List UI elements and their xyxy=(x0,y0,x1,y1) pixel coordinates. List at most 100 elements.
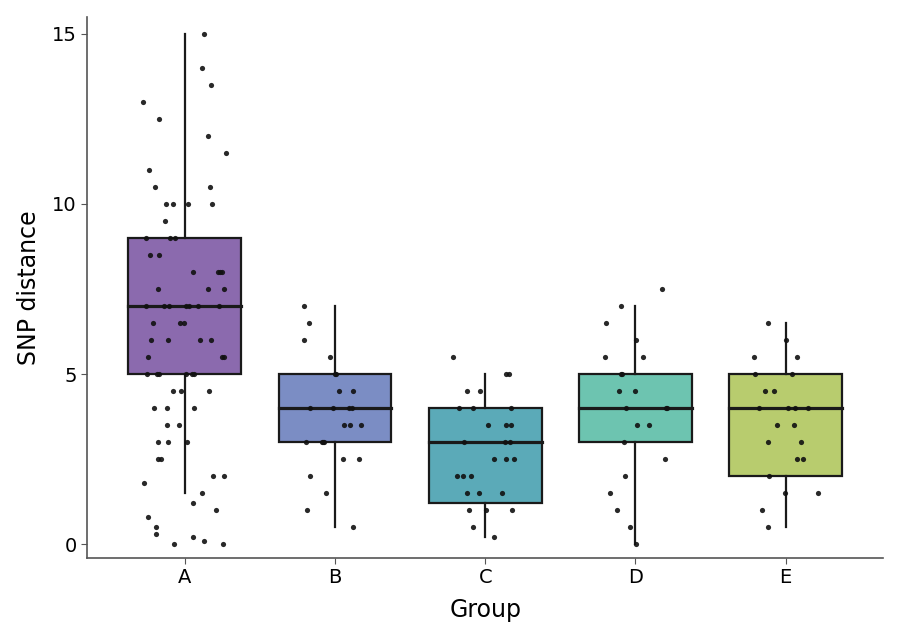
Point xyxy=(151,454,166,464)
Point xyxy=(796,454,810,464)
Point xyxy=(205,471,220,481)
Point xyxy=(152,114,166,124)
Point xyxy=(507,454,521,464)
Point xyxy=(336,454,350,464)
Point xyxy=(660,403,674,413)
Point xyxy=(143,250,157,260)
Point xyxy=(202,386,216,396)
Point xyxy=(504,403,518,413)
Point xyxy=(191,301,205,311)
Point xyxy=(781,403,796,413)
Point xyxy=(186,498,201,509)
Bar xyxy=(429,408,542,504)
Point xyxy=(346,522,360,532)
Point xyxy=(505,505,519,515)
Point xyxy=(785,369,799,379)
Point xyxy=(487,532,501,543)
Point xyxy=(212,301,227,311)
Point xyxy=(217,471,231,481)
Point xyxy=(616,437,631,447)
Point xyxy=(214,267,229,277)
Point xyxy=(628,386,643,396)
Bar xyxy=(279,374,392,442)
Point xyxy=(619,403,634,413)
Bar xyxy=(579,374,692,442)
Point xyxy=(761,522,776,532)
Point xyxy=(760,318,775,328)
Point xyxy=(187,403,202,413)
Point xyxy=(345,403,359,413)
Point xyxy=(794,437,808,447)
Point xyxy=(160,420,175,430)
Point xyxy=(179,369,194,379)
Point xyxy=(635,352,650,362)
Point xyxy=(160,403,175,413)
Point xyxy=(152,250,166,260)
Point xyxy=(455,471,470,481)
Point xyxy=(173,318,187,328)
Point xyxy=(197,535,211,546)
Point xyxy=(465,522,480,532)
Point xyxy=(612,386,626,396)
Point xyxy=(487,454,501,464)
Point xyxy=(141,165,156,175)
Y-axis label: SNP distance: SNP distance xyxy=(17,210,40,364)
Point xyxy=(614,369,628,379)
Point xyxy=(746,352,760,362)
Point xyxy=(499,369,513,379)
Point xyxy=(217,284,231,294)
Point xyxy=(811,488,825,498)
Point xyxy=(598,318,613,328)
Point xyxy=(161,335,176,345)
Point xyxy=(499,454,513,464)
Point xyxy=(140,512,155,522)
Point xyxy=(213,267,228,277)
Point xyxy=(790,352,805,362)
Point xyxy=(354,420,368,430)
Point xyxy=(752,403,766,413)
Point xyxy=(158,216,173,226)
Point xyxy=(151,284,166,294)
Point xyxy=(778,488,792,498)
Point xyxy=(623,522,637,532)
Point xyxy=(185,267,200,277)
Point xyxy=(217,352,231,362)
Point xyxy=(180,437,194,447)
Point xyxy=(140,233,154,243)
Point xyxy=(299,437,313,447)
Point xyxy=(498,437,512,447)
Point xyxy=(302,318,316,328)
Bar xyxy=(729,374,842,476)
Point xyxy=(137,478,151,488)
Point xyxy=(495,488,509,498)
Point xyxy=(499,420,513,430)
Point xyxy=(502,437,517,447)
Point xyxy=(148,181,162,192)
Bar xyxy=(129,238,241,374)
Point xyxy=(332,386,347,396)
Point xyxy=(201,130,215,141)
Point xyxy=(195,488,210,498)
Point xyxy=(161,437,176,447)
Point xyxy=(215,352,230,362)
Point xyxy=(598,352,612,362)
Point xyxy=(163,233,177,243)
Point xyxy=(211,267,225,277)
Point xyxy=(761,471,776,481)
Point xyxy=(202,181,217,192)
Point xyxy=(462,505,476,515)
Point xyxy=(629,539,643,550)
Point xyxy=(146,318,160,328)
Point xyxy=(473,386,488,396)
X-axis label: Group: Group xyxy=(449,598,521,622)
Point xyxy=(162,301,176,311)
Point xyxy=(208,505,222,515)
Point xyxy=(767,386,781,396)
Point xyxy=(329,369,344,379)
Point xyxy=(761,437,776,447)
Point xyxy=(328,369,342,379)
Point xyxy=(166,386,181,396)
Point xyxy=(148,529,163,539)
Point xyxy=(658,454,672,464)
Point xyxy=(219,148,233,158)
